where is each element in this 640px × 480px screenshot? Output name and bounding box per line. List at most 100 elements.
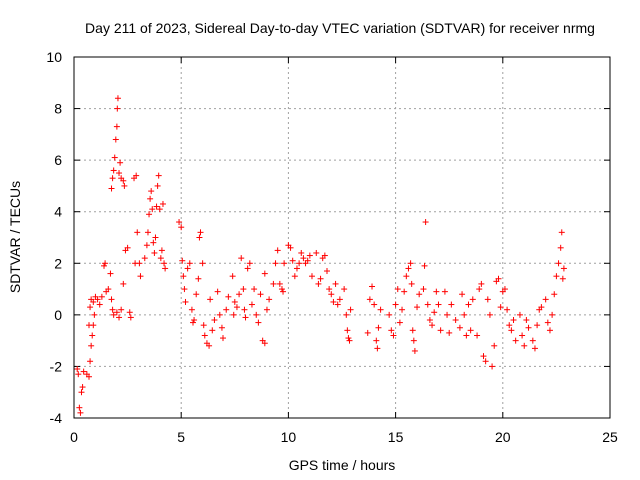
data-point (80, 368, 87, 375)
data-point (101, 262, 108, 269)
data-point (422, 219, 429, 226)
data-point (179, 257, 186, 264)
data-point (332, 280, 339, 287)
data-point (230, 311, 237, 318)
data-point (89, 332, 96, 339)
data-point (272, 260, 279, 267)
data-point (263, 306, 270, 313)
y-tick-label: 0 (54, 307, 62, 323)
data-point (364, 329, 371, 336)
data-point (96, 301, 103, 308)
data-point (113, 123, 120, 130)
data-point (386, 311, 393, 318)
data-point (459, 291, 466, 298)
data-point (78, 389, 85, 396)
data-point (560, 265, 567, 272)
data-point (373, 337, 380, 344)
data-point (158, 247, 165, 254)
data-point (431, 309, 438, 316)
y-tick-label: 8 (54, 101, 62, 117)
data-point (549, 311, 556, 318)
data-point (191, 317, 198, 324)
y-tick-label: -2 (50, 358, 63, 374)
data-point (326, 286, 333, 293)
data-point (109, 175, 116, 182)
data-point (98, 293, 105, 300)
data-point (313, 249, 320, 256)
data-point (304, 257, 311, 264)
data-point (126, 309, 133, 316)
data-point (416, 291, 423, 298)
data-point (516, 311, 523, 318)
data-point (401, 288, 408, 295)
data-point (199, 260, 206, 267)
data-point (200, 322, 207, 329)
data-point (474, 332, 481, 339)
x-tick-label: 5 (177, 429, 185, 445)
data-point (261, 340, 268, 347)
data-point (86, 373, 93, 380)
data-point (411, 347, 418, 354)
data-point (223, 306, 230, 313)
data-point (506, 322, 513, 329)
data-point (141, 255, 148, 262)
data-point (557, 244, 564, 251)
data-point (531, 345, 538, 352)
data-point (90, 298, 97, 305)
data-point (178, 224, 185, 231)
data-point (244, 265, 251, 272)
data-point (94, 296, 101, 303)
data-point (195, 275, 202, 282)
y-tick-label: 10 (46, 49, 62, 65)
y-axis-label: SDTVAR / TECUs (7, 181, 23, 293)
data-point (147, 195, 154, 202)
data-point (188, 306, 195, 313)
data-point (111, 154, 118, 161)
data-point (107, 270, 114, 277)
data-point (408, 280, 415, 287)
data-point (317, 275, 324, 282)
data-point (476, 286, 483, 293)
data-point (345, 335, 352, 342)
data-point (87, 304, 94, 311)
data-point (151, 249, 158, 256)
data-point (375, 324, 382, 331)
data-point (155, 172, 162, 179)
data-point (196, 234, 203, 241)
data-point (86, 322, 93, 329)
data-point (323, 268, 330, 275)
data-point (162, 265, 169, 272)
data-point (369, 283, 376, 290)
data-point (117, 159, 124, 166)
data-point (421, 262, 428, 269)
data-point (211, 317, 218, 324)
data-point (109, 306, 116, 313)
data-point (209, 327, 216, 334)
data-point (118, 306, 125, 313)
data-point (77, 409, 84, 416)
data-point (76, 404, 83, 411)
data-point (255, 319, 262, 326)
data-point (193, 291, 200, 298)
data-point (105, 286, 112, 293)
data-point (497, 304, 504, 311)
data-point (546, 327, 553, 334)
data-point (486, 311, 493, 318)
data-points (74, 95, 567, 416)
data-point (218, 324, 225, 331)
data-point (328, 291, 335, 298)
data-point (149, 206, 156, 213)
data-point (176, 219, 183, 226)
data-point (241, 306, 248, 313)
y-tick-label: 6 (54, 152, 62, 168)
data-point (390, 332, 397, 339)
data-point (371, 301, 378, 308)
data-point (495, 275, 502, 282)
data-point (236, 291, 243, 298)
data-point (553, 273, 560, 280)
data-point (512, 337, 519, 344)
data-point (289, 257, 296, 264)
data-point (152, 234, 159, 241)
data-point (293, 265, 300, 272)
